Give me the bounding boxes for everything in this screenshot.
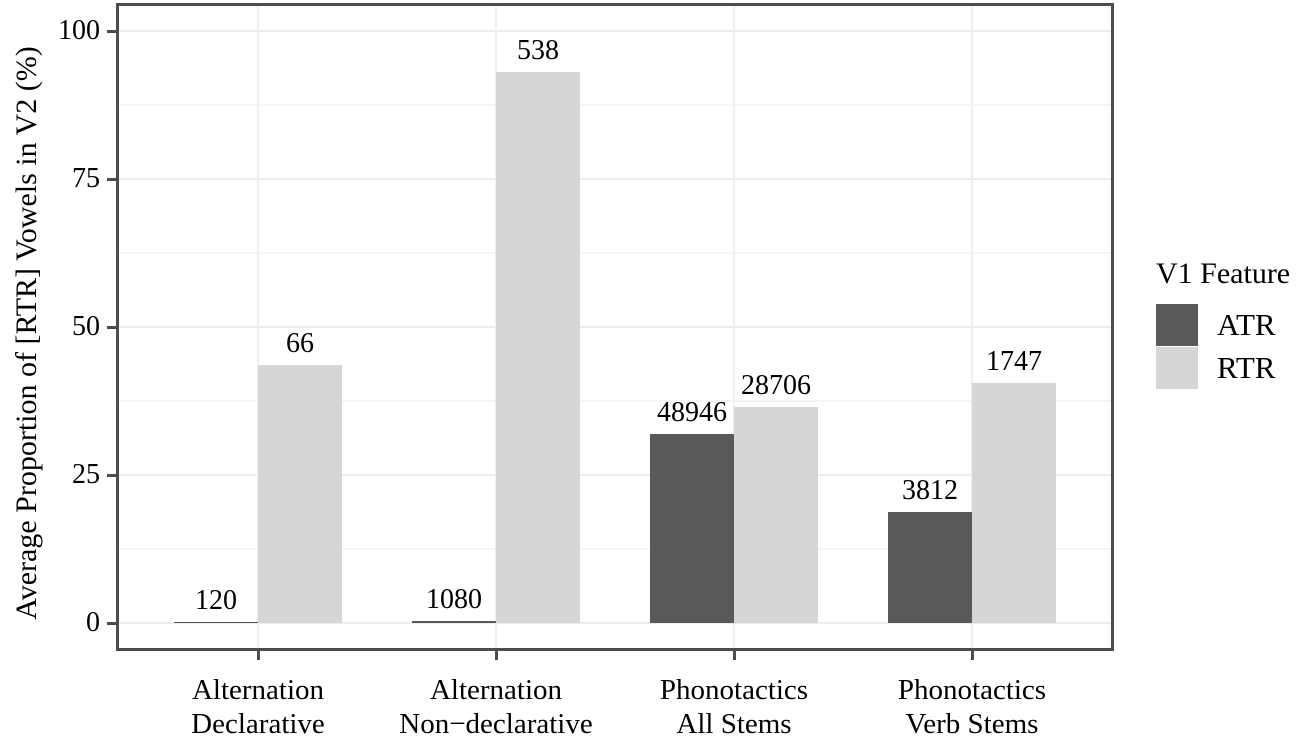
x-axis-tick: [733, 651, 736, 660]
gridline-major-vertical: [257, 6, 259, 648]
bar-rtr-3: [972, 383, 1056, 623]
plot-panel: 120 66 1080 538 48946 28706 3812 1747: [116, 3, 1114, 651]
y-axis-tick: [107, 326, 116, 329]
x-axis-tick: [495, 651, 498, 660]
legend-swatch-atr: [1156, 303, 1198, 346]
y-axis-tick-label: 50: [72, 311, 100, 342]
x-axis-category-label: Alternation Declarative: [108, 673, 408, 741]
legend-title: V1 Feature: [1156, 257, 1291, 290]
bar-count-label: 120: [195, 585, 237, 617]
legend-label-atr: ATR: [1217, 306, 1276, 342]
x-axis-category-line2: Declarative: [191, 708, 325, 740]
gridline-major-horizontal: [119, 178, 1111, 180]
x-axis-category-line1: Alternation: [429, 674, 563, 706]
gridline-major-vertical: [971, 6, 973, 648]
bar-rtr-2: [734, 406, 818, 623]
bar-atr-3: [888, 511, 972, 623]
y-axis-tick: [107, 474, 116, 477]
y-axis-tick-label: 25: [72, 459, 100, 490]
gridline-major-horizontal: [119, 30, 1111, 32]
x-axis-category-line2: All Stems: [676, 708, 792, 740]
gridline-minor-horizontal: [119, 400, 1111, 402]
legend-entries: ATR RTR: [1156, 303, 1290, 389]
bar-count-label: 48946: [657, 397, 727, 429]
legend: V1 Feature ATR RTR: [1156, 257, 1290, 389]
bar-rtr-1: [496, 71, 580, 623]
gridline-major-horizontal: [119, 326, 1111, 328]
legend-entry-rtr: RTR: [1156, 346, 1290, 389]
gridline-minor-horizontal: [119, 548, 1111, 550]
bar-count-label: 3812: [902, 474, 958, 506]
bar-atr-0: [174, 622, 258, 623]
x-axis-category-label: Phonotactics Verb Stems: [822, 673, 1122, 741]
bar-count-label: 28706: [741, 369, 811, 401]
x-axis-category-line2: Verb Stems: [905, 708, 1039, 740]
x-axis-category-line1: Alternation: [191, 674, 325, 706]
bar-count-label: 1747: [986, 346, 1042, 378]
gridline-minor-horizontal: [119, 104, 1111, 106]
x-axis-tick: [971, 651, 974, 660]
gridline-minor-horizontal: [119, 252, 1111, 254]
legend-label-rtr: RTR: [1217, 349, 1276, 385]
y-axis-tick-label: 100: [58, 15, 100, 46]
x-axis-category-line2: Non−declarative: [399, 708, 593, 740]
y-axis-tick: [107, 30, 116, 33]
x-axis-tick: [257, 651, 260, 660]
y-axis-tick-label: 0: [86, 607, 100, 638]
y-axis-tick: [107, 178, 116, 181]
bar-count-label: 66: [286, 327, 314, 359]
legend-entry-atr: ATR: [1156, 303, 1290, 346]
gridline-major-vertical: [733, 6, 735, 648]
bar-rtr-0: [258, 364, 342, 623]
y-axis-tick-label: 75: [72, 163, 100, 194]
bar-atr-2: [650, 434, 734, 623]
bar-count-label: 1080: [426, 583, 482, 615]
gridline-major-horizontal: [119, 474, 1111, 476]
legend-swatch-rtr: [1156, 346, 1198, 389]
x-axis-category-line1: Phonotactics: [897, 674, 1047, 706]
bar-atr-1: [412, 620, 496, 623]
x-axis-category-label: Alternation Non−declarative: [346, 673, 646, 741]
x-axis-category-line1: Phonotactics: [659, 674, 809, 706]
gridline-major-horizontal: [119, 622, 1111, 624]
x-axis-category-label: Phonotactics All Stems: [584, 673, 884, 741]
y-axis-tick: [107, 622, 116, 625]
bar-count-label: 538: [517, 34, 559, 66]
